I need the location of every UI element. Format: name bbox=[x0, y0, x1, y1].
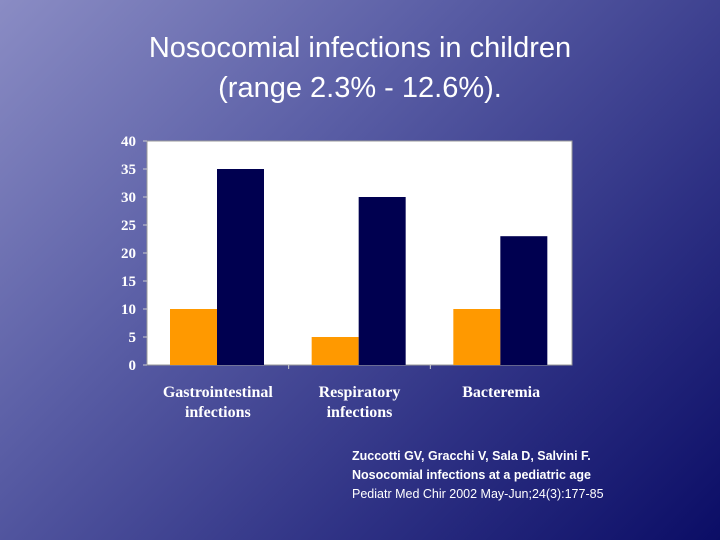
data-label-s2-c3: 23 bbox=[516, 216, 532, 233]
data-label-s2-c2: 30 bbox=[374, 177, 390, 194]
data-label-s1-c2: 5 bbox=[331, 317, 339, 334]
y-tick-label-3: 15 bbox=[121, 274, 136, 290]
category-label-1-line-2: infections bbox=[185, 404, 251, 421]
bar-s2-c2 bbox=[358, 197, 406, 365]
y-tick-label-5: 25 bbox=[121, 218, 136, 234]
data-label-s1-c3: 10 bbox=[469, 289, 485, 306]
y-tick-label-4: 20 bbox=[121, 246, 136, 262]
citation-title: Nosocomial infections at a pediatric age bbox=[352, 468, 591, 482]
category-label-1-line-1: Gastrointestinal bbox=[163, 384, 273, 401]
citation-authors: Zuccotti GV, Gracchi V, Sala D, Salvini … bbox=[352, 449, 591, 463]
category-label-2-line-2: infections bbox=[327, 404, 393, 421]
category-label-3-line-1: Bacteremia bbox=[462, 384, 540, 401]
bar-s1-c2 bbox=[311, 337, 359, 365]
bar-s2-c1 bbox=[217, 169, 264, 365]
citation-journal: Pediatr Med Chir 2002 May-Jun;24(3):177-… bbox=[352, 487, 604, 501]
data-label-s1-c1: 10 bbox=[186, 289, 202, 306]
y-tick-label-0: 0 bbox=[129, 358, 137, 374]
slide-title-line-2: (range 2.3% - 12.6%). bbox=[218, 72, 502, 104]
y-tick-label-1: 5 bbox=[129, 330, 137, 346]
data-label-s2-c1: 35 bbox=[233, 149, 249, 166]
category-label-2-line-1: Respiratory bbox=[319, 384, 401, 401]
y-tick-label-2: 10 bbox=[121, 302, 136, 318]
y-tick-label-8: 40 bbox=[121, 134, 136, 150]
y-tick-label-7: 35 bbox=[121, 162, 136, 178]
citation: Zuccotti GV, Gracchi V, Sala D, Salvini … bbox=[352, 447, 604, 504]
bar-s1-c3 bbox=[453, 309, 501, 365]
slide-title-line-1: Nosocomial infections in children bbox=[148, 32, 572, 64]
slide-title: Nosocomial infections in children (range… bbox=[80, 28, 640, 108]
bar-s2-c3 bbox=[500, 236, 548, 365]
bar-s1-c1 bbox=[170, 309, 217, 365]
y-tick-label-6: 30 bbox=[121, 190, 136, 206]
